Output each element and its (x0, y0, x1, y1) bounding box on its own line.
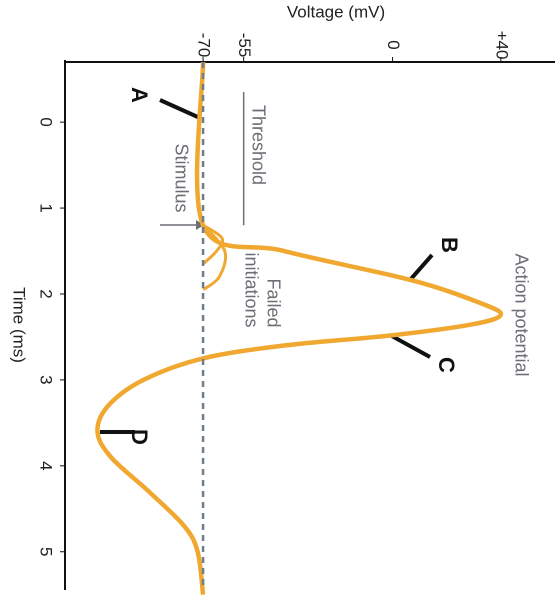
failed-label-1: Failed (263, 278, 283, 327)
y-axis-title: Voltage (mV) (287, 2, 385, 21)
y-tick-label: 0 (384, 40, 403, 49)
y-tick-label: -55 (235, 33, 254, 58)
stimulus-label: Stimulus (171, 143, 191, 212)
x-tick-label: 0 (37, 117, 56, 126)
y-tick-label: +40 (492, 31, 511, 60)
threshold-label: Threshold (248, 105, 268, 185)
pointer-lines (100, 98, 434, 434)
x-tick-label: 4 (37, 461, 56, 470)
label-b: B (437, 237, 462, 253)
stimulus-arrowhead (196, 220, 204, 230)
x-tick-label: 1 (37, 203, 56, 212)
y-tick-label: -70 (195, 33, 214, 58)
label-a: A (127, 87, 152, 103)
action-potential-label: Action potential (511, 253, 531, 376)
x-tick-label: 5 (37, 547, 56, 556)
x-axis-title: Time (ms) (10, 287, 29, 363)
voltage-line (95, 61, 504, 595)
failed-label-2: initiations (241, 252, 261, 327)
voltage-line (201, 224, 228, 291)
x-tick-label: 3 (37, 375, 56, 384)
x-tick-label: 2 (37, 289, 56, 298)
label-c: C (434, 357, 459, 373)
